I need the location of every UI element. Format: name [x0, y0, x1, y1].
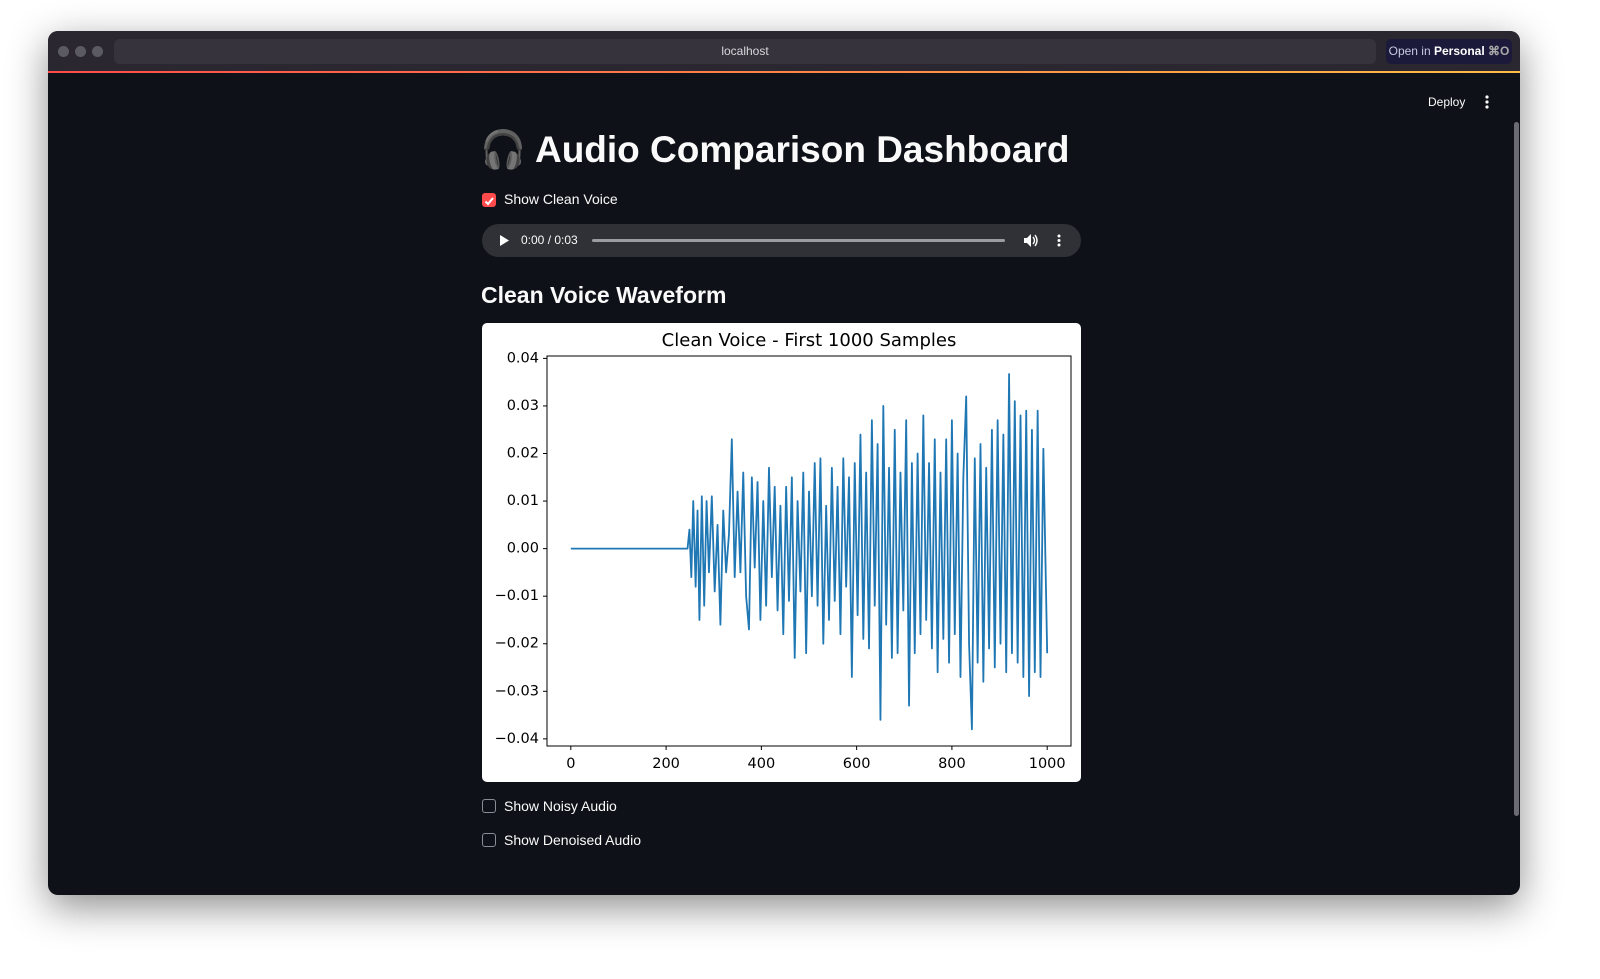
plot-frame	[546, 355, 1072, 747]
open-in-button[interactable]: Open in Personal ⌘O	[1386, 39, 1512, 64]
checkbox[interactable]	[482, 799, 496, 813]
x-tick-label: 800	[938, 756, 966, 772]
checkbox-label[interactable]: Show Denoised Audio	[504, 832, 641, 848]
y-tick-label: 0.04	[507, 350, 539, 366]
zoom-button[interactable]	[92, 46, 103, 57]
line	[570, 373, 1049, 731]
menu-button[interactable]	[1482, 93, 1492, 111]
chart: Clean Voice - First 1000 Samples −0.04 −0…	[482, 323, 1081, 782]
y-tick-label: 0.02	[507, 446, 539, 462]
chart-title: Clean Voice - First 1000 Samples	[662, 330, 957, 351]
y-tick-label: 0.01	[507, 493, 539, 509]
y-tick-label: −0.01	[495, 588, 539, 604]
x-tick-label: 600	[843, 756, 871, 772]
audio-time: 0:00 / 0:03	[521, 233, 578, 247]
checkbox[interactable]	[482, 833, 496, 847]
checkmark	[484, 197, 494, 206]
y-tick-label: −0.03	[495, 683, 539, 699]
checkbox[interactable]	[482, 193, 496, 207]
title-bar: localhost Open in Personal ⌘O	[48, 31, 1520, 71]
shortcut: ⌘O	[1488, 44, 1510, 58]
x-tick-label: 0	[566, 756, 575, 772]
section-title: Clean Voice Waveform	[481, 282, 727, 308]
y-tick-label: 0.00	[507, 541, 539, 557]
close-button[interactable]	[58, 46, 69, 57]
scrollbar[interactable]	[1514, 122, 1519, 816]
deploy-button[interactable]: Deploy	[1428, 95, 1466, 109]
y-tick-label: −0.04	[495, 731, 539, 747]
volume-button[interactable]	[1023, 233, 1039, 248]
y-tick-label: −0.02	[495, 636, 539, 652]
url: localhost	[721, 44, 769, 58]
audio-player: 0:00 / 0:03	[482, 224, 1081, 257]
checkbox-label[interactable]: Show Clean Voice	[504, 191, 618, 207]
minimize-button[interactable]	[75, 46, 86, 57]
open-in: Open in	[1388, 44, 1431, 58]
address-bar[interactable]: localhost	[114, 39, 1376, 64]
x-tick-label: 1000	[1029, 756, 1066, 772]
profile: Personal	[1433, 44, 1485, 58]
browser-window: localhost Open in Personal ⌘O Deploy 🎧 A…	[48, 31, 1520, 895]
page-title: 🎧 Audio Comparison Dashboard	[480, 129, 1070, 170]
y-tick-label: 0.03	[507, 398, 539, 414]
audio-progress[interactable]	[592, 239, 1005, 242]
checkbox-label[interactable]: Show Noisy Audio	[504, 798, 617, 814]
x-tick-label: 200	[652, 756, 680, 772]
x-tick-label: 400	[748, 756, 776, 772]
accent-line	[48, 71, 1520, 73]
play-button[interactable]	[498, 234, 510, 247]
audio-menu[interactable]	[1055, 233, 1063, 248]
